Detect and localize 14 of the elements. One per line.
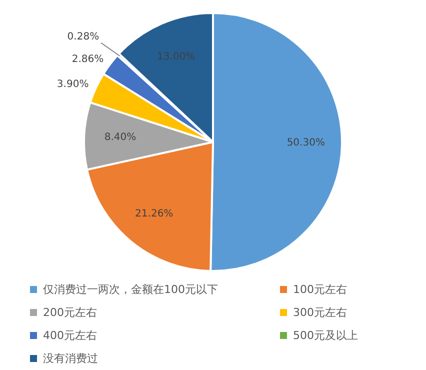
legend-label: 400元左右 xyxy=(43,328,97,343)
data-label: 0.28% xyxy=(67,31,100,42)
legend-label: 没有消费过 xyxy=(43,351,98,366)
data-label: 8.40% xyxy=(104,132,136,144)
legend-label: 100元左右 xyxy=(293,282,347,297)
data-label: 50.30% xyxy=(286,137,325,148)
data-label: 3.90% xyxy=(56,78,89,90)
legend-label: 200元左右 xyxy=(43,305,97,320)
legend-label: 仅消费过一两次，金额在100元以下 xyxy=(43,282,218,297)
data-label: 13.00% xyxy=(157,51,196,62)
data-label: 21.26% xyxy=(135,208,174,220)
legend-label: 500元及以上 xyxy=(293,328,358,343)
data-label: 2.86% xyxy=(72,54,104,66)
legend-label: 300元左右 xyxy=(293,305,347,320)
